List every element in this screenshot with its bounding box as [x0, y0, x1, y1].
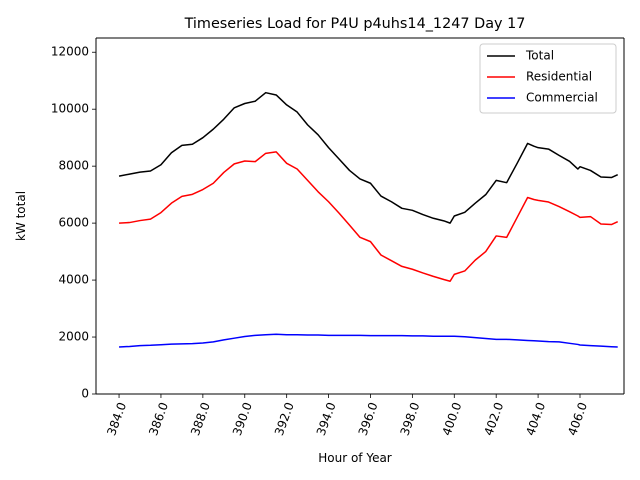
series-lines [118, 91, 619, 348]
x-axis-label: Hour of Year [318, 451, 392, 465]
y-tick-label: 0 [81, 387, 89, 401]
axes-frame [95, 37, 625, 395]
series-line-commercial [119, 333, 618, 348]
y-tick-label: 12000 [51, 45, 89, 59]
legend-label-total: Total [525, 49, 554, 63]
legend-label-commercial: Commercial [526, 91, 598, 105]
y-axis-label: kW total [14, 191, 28, 241]
y-tick-label: 10000 [51, 102, 89, 116]
series-line-residential [119, 151, 619, 282]
legend-label-residential: Residential [526, 70, 592, 84]
legend: Total Residential Commercial [479, 43, 617, 114]
legend-box [479, 43, 617, 114]
y-tick-label: 2000 [58, 330, 89, 344]
y-axis-ticks: 0 2000 4000 6000 8000 10000 12000 [51, 45, 96, 401]
series-line-total [118, 91, 619, 224]
chart-title: Timeseries Load for P4U p4uhs14_1247 Day… [184, 16, 526, 32]
y-tick-label: 4000 [58, 273, 89, 287]
y-tick-label: 6000 [58, 216, 89, 230]
y-tick-label: 8000 [58, 159, 89, 173]
